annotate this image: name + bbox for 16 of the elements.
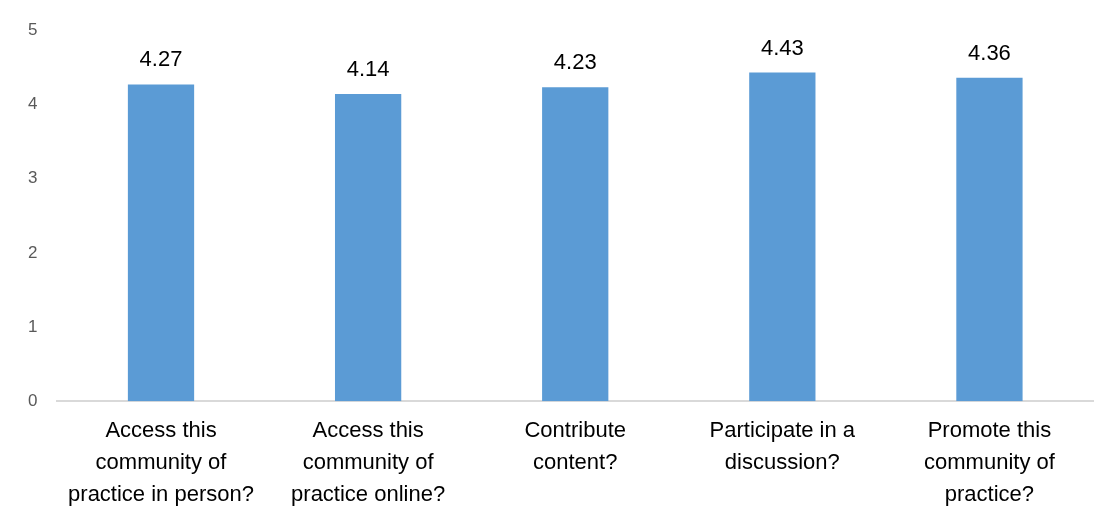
data-label: 4.23 xyxy=(553,49,597,75)
data-label: 4.27 xyxy=(139,46,183,72)
y-tick-label: 2 xyxy=(27,242,38,262)
data-label: 4.43 xyxy=(760,34,804,60)
y-tick-label: 0 xyxy=(27,390,38,410)
x-tick-label: Promote this community of practice? xyxy=(924,417,1056,507)
x-tick-label: Access this community of practice in person? xyxy=(68,417,254,507)
data-label: 4.14 xyxy=(346,56,390,82)
x-tick-label: Participate in a discussion? xyxy=(709,417,856,475)
data-label: 4.36 xyxy=(968,39,1011,65)
x-tick-label: Access this community of practice online? xyxy=(291,417,446,507)
y-tick-label: 1 xyxy=(27,316,38,336)
y-tick-label: 4 xyxy=(27,94,38,114)
x-tick-label: Contribute content? xyxy=(524,417,626,475)
y-tick-label: 5 xyxy=(27,19,38,39)
y-tick-label: 3 xyxy=(27,168,38,188)
